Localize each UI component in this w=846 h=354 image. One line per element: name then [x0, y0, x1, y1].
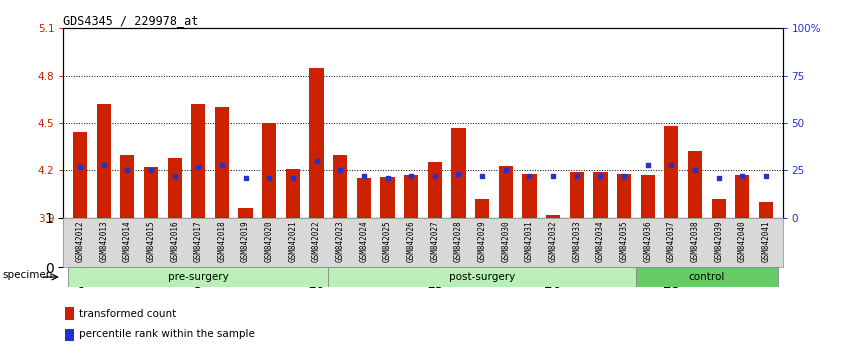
Text: GSM842039: GSM842039 — [714, 220, 723, 262]
Text: GSM842014: GSM842014 — [123, 220, 132, 262]
Text: GSM842038: GSM842038 — [690, 220, 700, 262]
Bar — [664, 126, 678, 218]
Text: GSM842040: GSM842040 — [738, 220, 747, 262]
Bar — [144, 167, 158, 218]
Bar — [333, 155, 348, 218]
Bar — [328, 267, 636, 287]
Bar — [569, 172, 584, 218]
Bar — [640, 175, 655, 218]
Bar — [168, 158, 182, 218]
Bar — [498, 166, 513, 218]
Bar — [475, 199, 489, 218]
Text: GSM842022: GSM842022 — [312, 220, 321, 262]
Bar — [428, 162, 442, 218]
Text: percentile rank within the sample: percentile rank within the sample — [79, 330, 255, 339]
Text: GSM842019: GSM842019 — [241, 220, 250, 262]
Text: GSM842024: GSM842024 — [360, 220, 368, 262]
Bar — [69, 267, 328, 287]
Bar — [404, 175, 418, 218]
Text: GSM842027: GSM842027 — [431, 220, 439, 262]
Text: transformed count: transformed count — [79, 309, 176, 319]
Text: GSM842036: GSM842036 — [643, 220, 652, 262]
Text: GSM842018: GSM842018 — [217, 220, 227, 262]
Text: GSM842031: GSM842031 — [525, 220, 534, 262]
Text: GSM842033: GSM842033 — [572, 220, 581, 262]
Text: GSM842030: GSM842030 — [502, 220, 510, 262]
Text: GSM842029: GSM842029 — [478, 220, 486, 262]
Text: specimen: specimen — [3, 270, 53, 280]
Text: GSM842035: GSM842035 — [619, 220, 629, 262]
Text: GDS4345 / 229978_at: GDS4345 / 229978_at — [63, 14, 199, 27]
Bar — [65, 329, 74, 341]
Bar — [191, 104, 206, 218]
Bar — [617, 173, 631, 218]
Bar — [636, 267, 777, 287]
Bar — [688, 152, 702, 218]
Bar — [711, 199, 726, 218]
Bar — [239, 208, 253, 218]
Bar — [522, 173, 536, 218]
Text: GSM842034: GSM842034 — [596, 220, 605, 262]
Bar — [73, 132, 87, 218]
Text: control: control — [689, 272, 725, 282]
Text: pre-surgery: pre-surgery — [168, 272, 228, 282]
Text: GSM842023: GSM842023 — [336, 220, 344, 262]
Bar — [65, 307, 74, 320]
Text: GSM842021: GSM842021 — [288, 220, 298, 262]
Text: GSM842032: GSM842032 — [548, 220, 558, 262]
Text: GSM842037: GSM842037 — [667, 220, 676, 262]
Text: GSM842012: GSM842012 — [75, 220, 85, 262]
Bar — [452, 128, 465, 218]
Text: post-surgery: post-surgery — [449, 272, 515, 282]
Bar — [310, 68, 324, 218]
Text: GSM842041: GSM842041 — [761, 220, 771, 262]
Bar — [215, 107, 229, 218]
Bar — [96, 104, 111, 218]
Text: GSM842028: GSM842028 — [454, 220, 463, 262]
Bar — [759, 202, 773, 218]
Bar — [262, 123, 277, 218]
Text: GSM842017: GSM842017 — [194, 220, 203, 262]
Bar — [735, 175, 750, 218]
Bar — [120, 155, 135, 218]
Bar — [593, 172, 607, 218]
Bar — [357, 178, 371, 218]
Text: GSM842026: GSM842026 — [407, 220, 415, 262]
Text: GSM842016: GSM842016 — [170, 220, 179, 262]
Bar — [286, 169, 300, 218]
Bar — [381, 177, 394, 218]
Text: GSM842015: GSM842015 — [146, 220, 156, 262]
Text: GSM842025: GSM842025 — [383, 220, 392, 262]
Text: GSM842013: GSM842013 — [99, 220, 108, 262]
Text: GSM842020: GSM842020 — [265, 220, 274, 262]
Bar — [546, 215, 560, 218]
